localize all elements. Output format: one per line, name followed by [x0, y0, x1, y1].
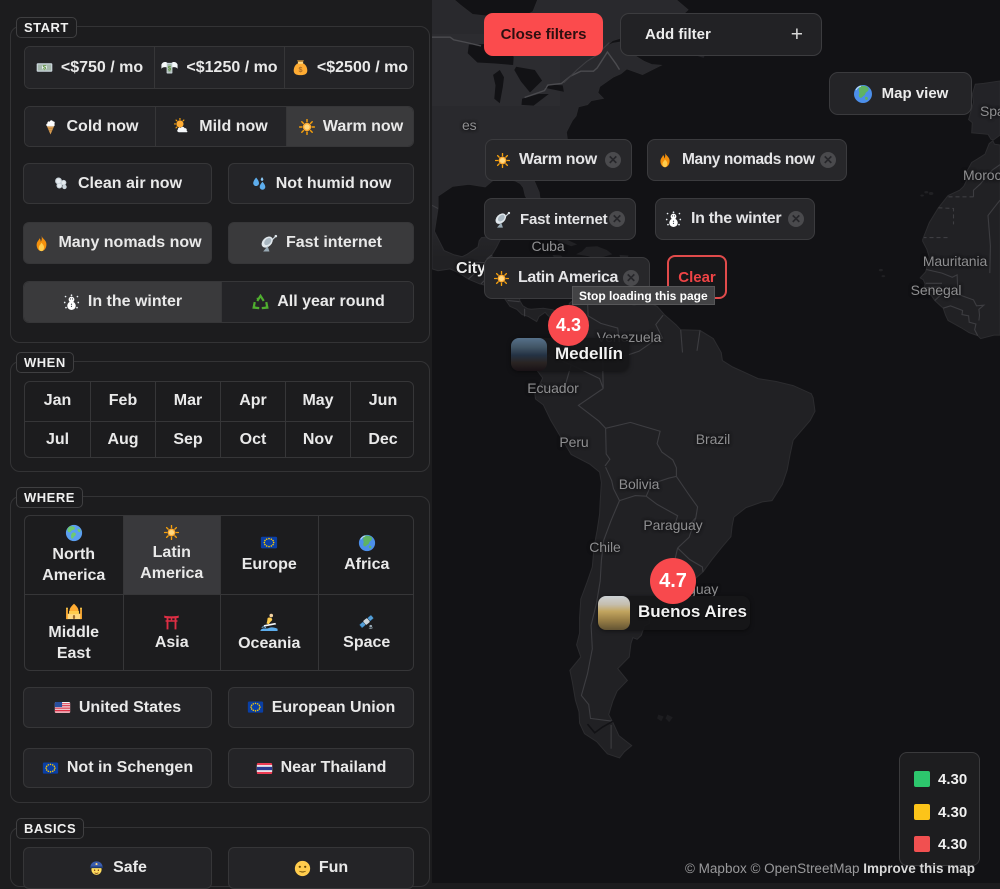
- svg-text:$: $: [298, 65, 302, 74]
- svg-text:$: $: [168, 67, 172, 73]
- svg-text:$: $: [43, 65, 47, 72]
